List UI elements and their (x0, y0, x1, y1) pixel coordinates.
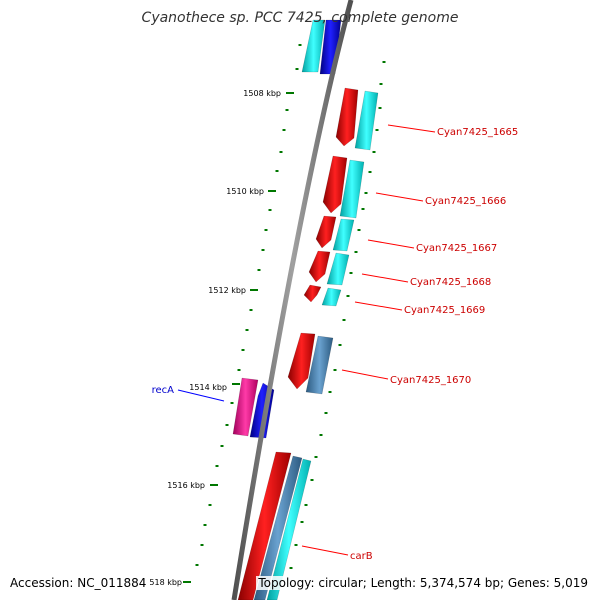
leader-line (375, 192, 424, 202)
gene-label[interactable]: Cyan7425_1669 (404, 305, 485, 316)
gene-label[interactable]: Cyan7425_1666 (425, 196, 506, 207)
label-leaders (177, 124, 436, 556)
tick-label: 518 kbp (149, 578, 182, 587)
gene-label[interactable]: recA (152, 385, 175, 396)
gene-cyan (354, 90, 379, 151)
gene-red (308, 250, 331, 283)
gene-red (303, 284, 322, 303)
gene-red (335, 87, 359, 147)
leader-line (341, 369, 389, 380)
leader-line (387, 124, 436, 133)
tick-labels: 1508 kbp 1510 kbp 1512 kbp 1514 kbp 1516 kbp… (149, 89, 281, 587)
gene-cyan (266, 458, 312, 600)
gene-label[interactable]: Cyan7425_1667 (416, 243, 497, 254)
leader-line (367, 239, 415, 249)
gene-label[interactable]: carB (350, 551, 373, 562)
tick-label: 1514 kbp (189, 383, 227, 392)
tick-label: 1516 kbp (167, 481, 205, 490)
gene-label[interactable]: Cyan7425_1665 (437, 127, 518, 138)
genes (232, 19, 379, 600)
leader-line (301, 545, 349, 556)
gene-label[interactable]: Cyan7425_1668 (410, 277, 491, 288)
gene-red (315, 215, 337, 249)
genome-title: Cyanothece sp. PCC 7425, complete genome (141, 10, 459, 26)
accession-text: Accession: NC_011884 (8, 576, 149, 590)
genome-backbone (231, 0, 354, 600)
gene-steelblue (305, 335, 334, 395)
leader-line (361, 273, 409, 283)
gene-magenta (232, 377, 259, 437)
tick-marks (183, 44, 386, 583)
gene-cyan (301, 19, 326, 73)
tick-label: 1510 kbp (226, 187, 264, 196)
gene-cyan (321, 287, 342, 307)
genome-stats-text: Topology: circular; Length: 5,374,574 bp… (256, 576, 590, 590)
gene-red (237, 451, 292, 600)
gene-label[interactable]: Cyan7425_1670 (390, 375, 471, 386)
gene-labels: Cyan7425_1665 Cyan7425_1666 Cyan7425_1667 C… (152, 127, 519, 562)
leader-line (354, 301, 403, 311)
gene-cyan (332, 218, 355, 252)
gene-red (287, 332, 316, 390)
gene-red (322, 155, 348, 214)
leader-line (177, 389, 225, 402)
tick-label: 1508 kbp (243, 89, 281, 98)
tick-label: 1512 kbp (208, 286, 246, 295)
gene-cyan (339, 159, 365, 219)
gene-cyan (326, 252, 350, 286)
gene-steelblue (253, 455, 303, 600)
